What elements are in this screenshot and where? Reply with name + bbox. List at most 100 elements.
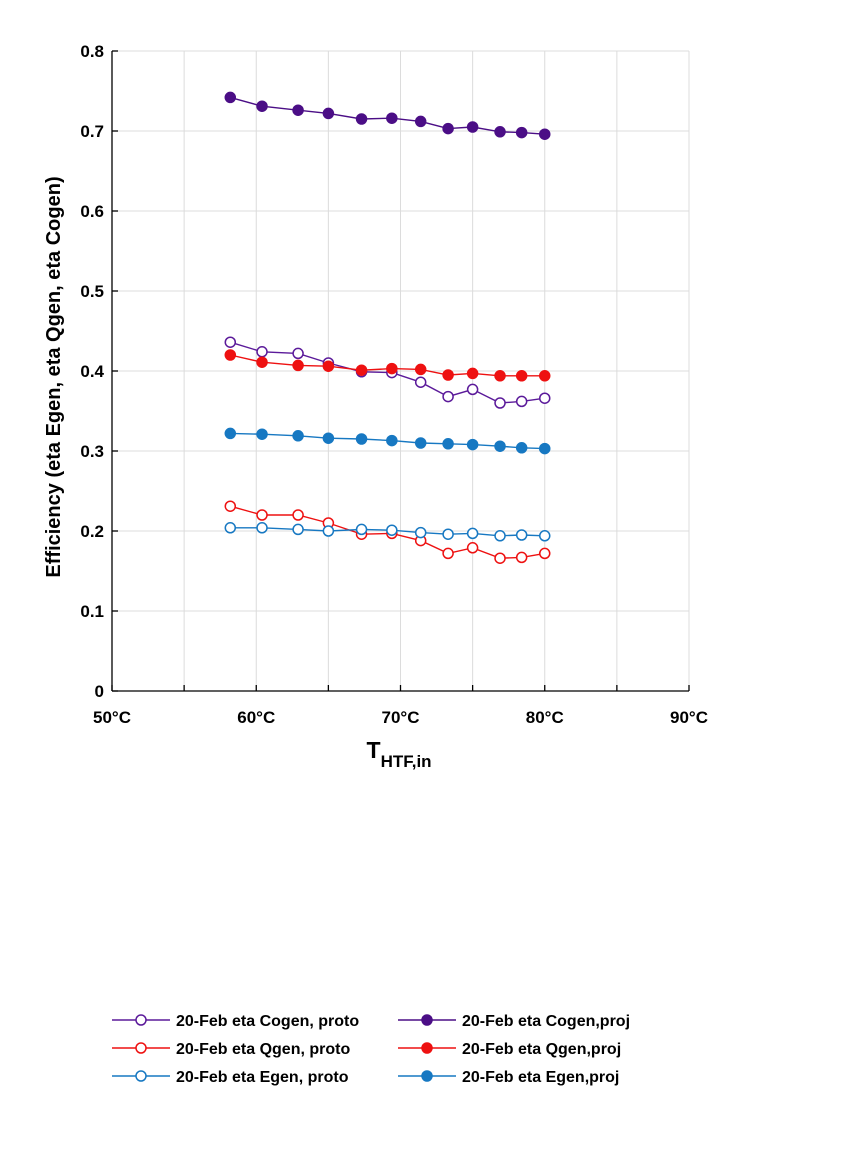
data-point [414,376,427,388]
legend-label: 20-Feb eta Egen,proj [462,1069,619,1086]
data-point [292,430,304,442]
legend-label: 20-Feb eta Qgen,proj [462,1041,621,1058]
legend-marker [421,1042,433,1054]
y-tick-label: 0.3 [80,442,104,461]
x-tick-label: 60°C [237,708,275,727]
data-point [442,122,454,135]
data-point [414,363,427,376]
x-axis-title-main: T [367,737,381,763]
y-tick-label: 0 [95,682,104,701]
data-point [494,440,506,452]
data-point [256,428,268,440]
data-point [515,442,528,454]
data-point [322,525,335,537]
data-point [292,347,304,360]
legend-marker [135,1014,147,1026]
legend-marker [135,1070,147,1082]
data-point [539,370,551,382]
legend-label: 20-Feb eta Cogen, proto [176,1013,359,1030]
series-3 [224,91,551,140]
data-point [322,107,335,120]
y-tick-label: 0.8 [80,42,104,61]
y-tick-label: 0.6 [80,202,104,221]
legend-entry: 20-Feb eta Qgen, proto [112,1041,350,1058]
data-point [256,346,268,358]
legend-marker [421,1014,433,1026]
x-axis-title-subscript: HTF,in [381,752,432,771]
data-point [539,547,551,560]
data-point [224,336,237,348]
data-point [292,104,304,116]
legend-entry: 20-Feb eta Cogen, proto [112,1013,359,1030]
x-tick-label: 90°C [670,708,708,727]
x-tick-label: 80°C [526,708,564,727]
series-1 [224,500,551,564]
data-point [539,392,551,404]
data-point [515,551,528,564]
legend-label: 20-Feb eta Egen, proto [176,1069,349,1086]
data-point [292,359,304,372]
data-point [355,433,368,445]
data-point [386,524,398,536]
data-point [515,126,528,139]
y-tick-label: 0.2 [80,522,104,541]
legend-label: 20-Feb eta Cogen,proj [462,1013,630,1030]
data-point [224,349,237,361]
data-point [224,427,237,440]
data-point [224,522,237,534]
legend-marker [135,1042,147,1054]
data-point [539,128,551,140]
data-point [494,397,506,409]
data-point [442,390,454,403]
series-2 [224,522,551,542]
axes: 0 0.1 0.2 0.3 0.4 0.5 0.6 0.7 0.8 50°C 60°C 70°C 80°… [43,42,708,771]
data-point [292,523,304,536]
data-point [466,121,479,133]
y-axis-title: Efficiency (eta Egen, eta Qgen, eta Coge… [43,176,65,577]
data-point [442,528,454,540]
legend-label: 20-Feb eta Qgen, proto [176,1041,350,1058]
data-point [466,367,479,380]
data-point [494,530,506,542]
data-point [515,529,528,541]
y-tick-label: 0.7 [80,122,104,141]
data-point [515,395,528,408]
data-point [386,112,398,124]
data-point [256,509,268,521]
data-point [322,360,335,372]
y-tick-label: 0.5 [80,282,104,301]
data-point [386,362,398,375]
data-point [414,437,427,449]
data-point [442,438,454,450]
data-point [494,126,506,138]
data-point [539,442,551,455]
legend: 20-Feb eta Cogen, proto 20-Feb eta Qgen, … [112,1013,630,1086]
data-point [386,434,398,447]
data-point [539,530,551,542]
data-point [256,522,268,534]
data-point [414,526,427,539]
legend-marker [421,1070,433,1082]
data-point [224,91,237,104]
data-point [466,527,479,540]
legend-entry: 20-Feb eta Qgen,proj [398,1041,621,1058]
x-axis-title: THTF,in [367,737,432,771]
data-point [256,356,268,368]
series-4 [224,349,551,382]
data-point [494,552,506,564]
y-tick-label: 0.4 [80,362,104,381]
x-tick-label: 50°C [93,708,131,727]
legend-entry: 20-Feb eta Egen,proj [398,1069,619,1086]
data-point [466,383,479,396]
y-tick-label: 0.1 [80,602,104,621]
data-point [442,369,454,381]
data-point [224,500,237,512]
x-tick-label: 70°C [382,708,420,727]
data-point [355,364,368,376]
data-point [466,542,479,554]
data-point [355,523,368,536]
data-point [256,100,268,112]
data-point [466,438,479,451]
legend-entry: 20-Feb eta Egen, proto [112,1069,349,1086]
